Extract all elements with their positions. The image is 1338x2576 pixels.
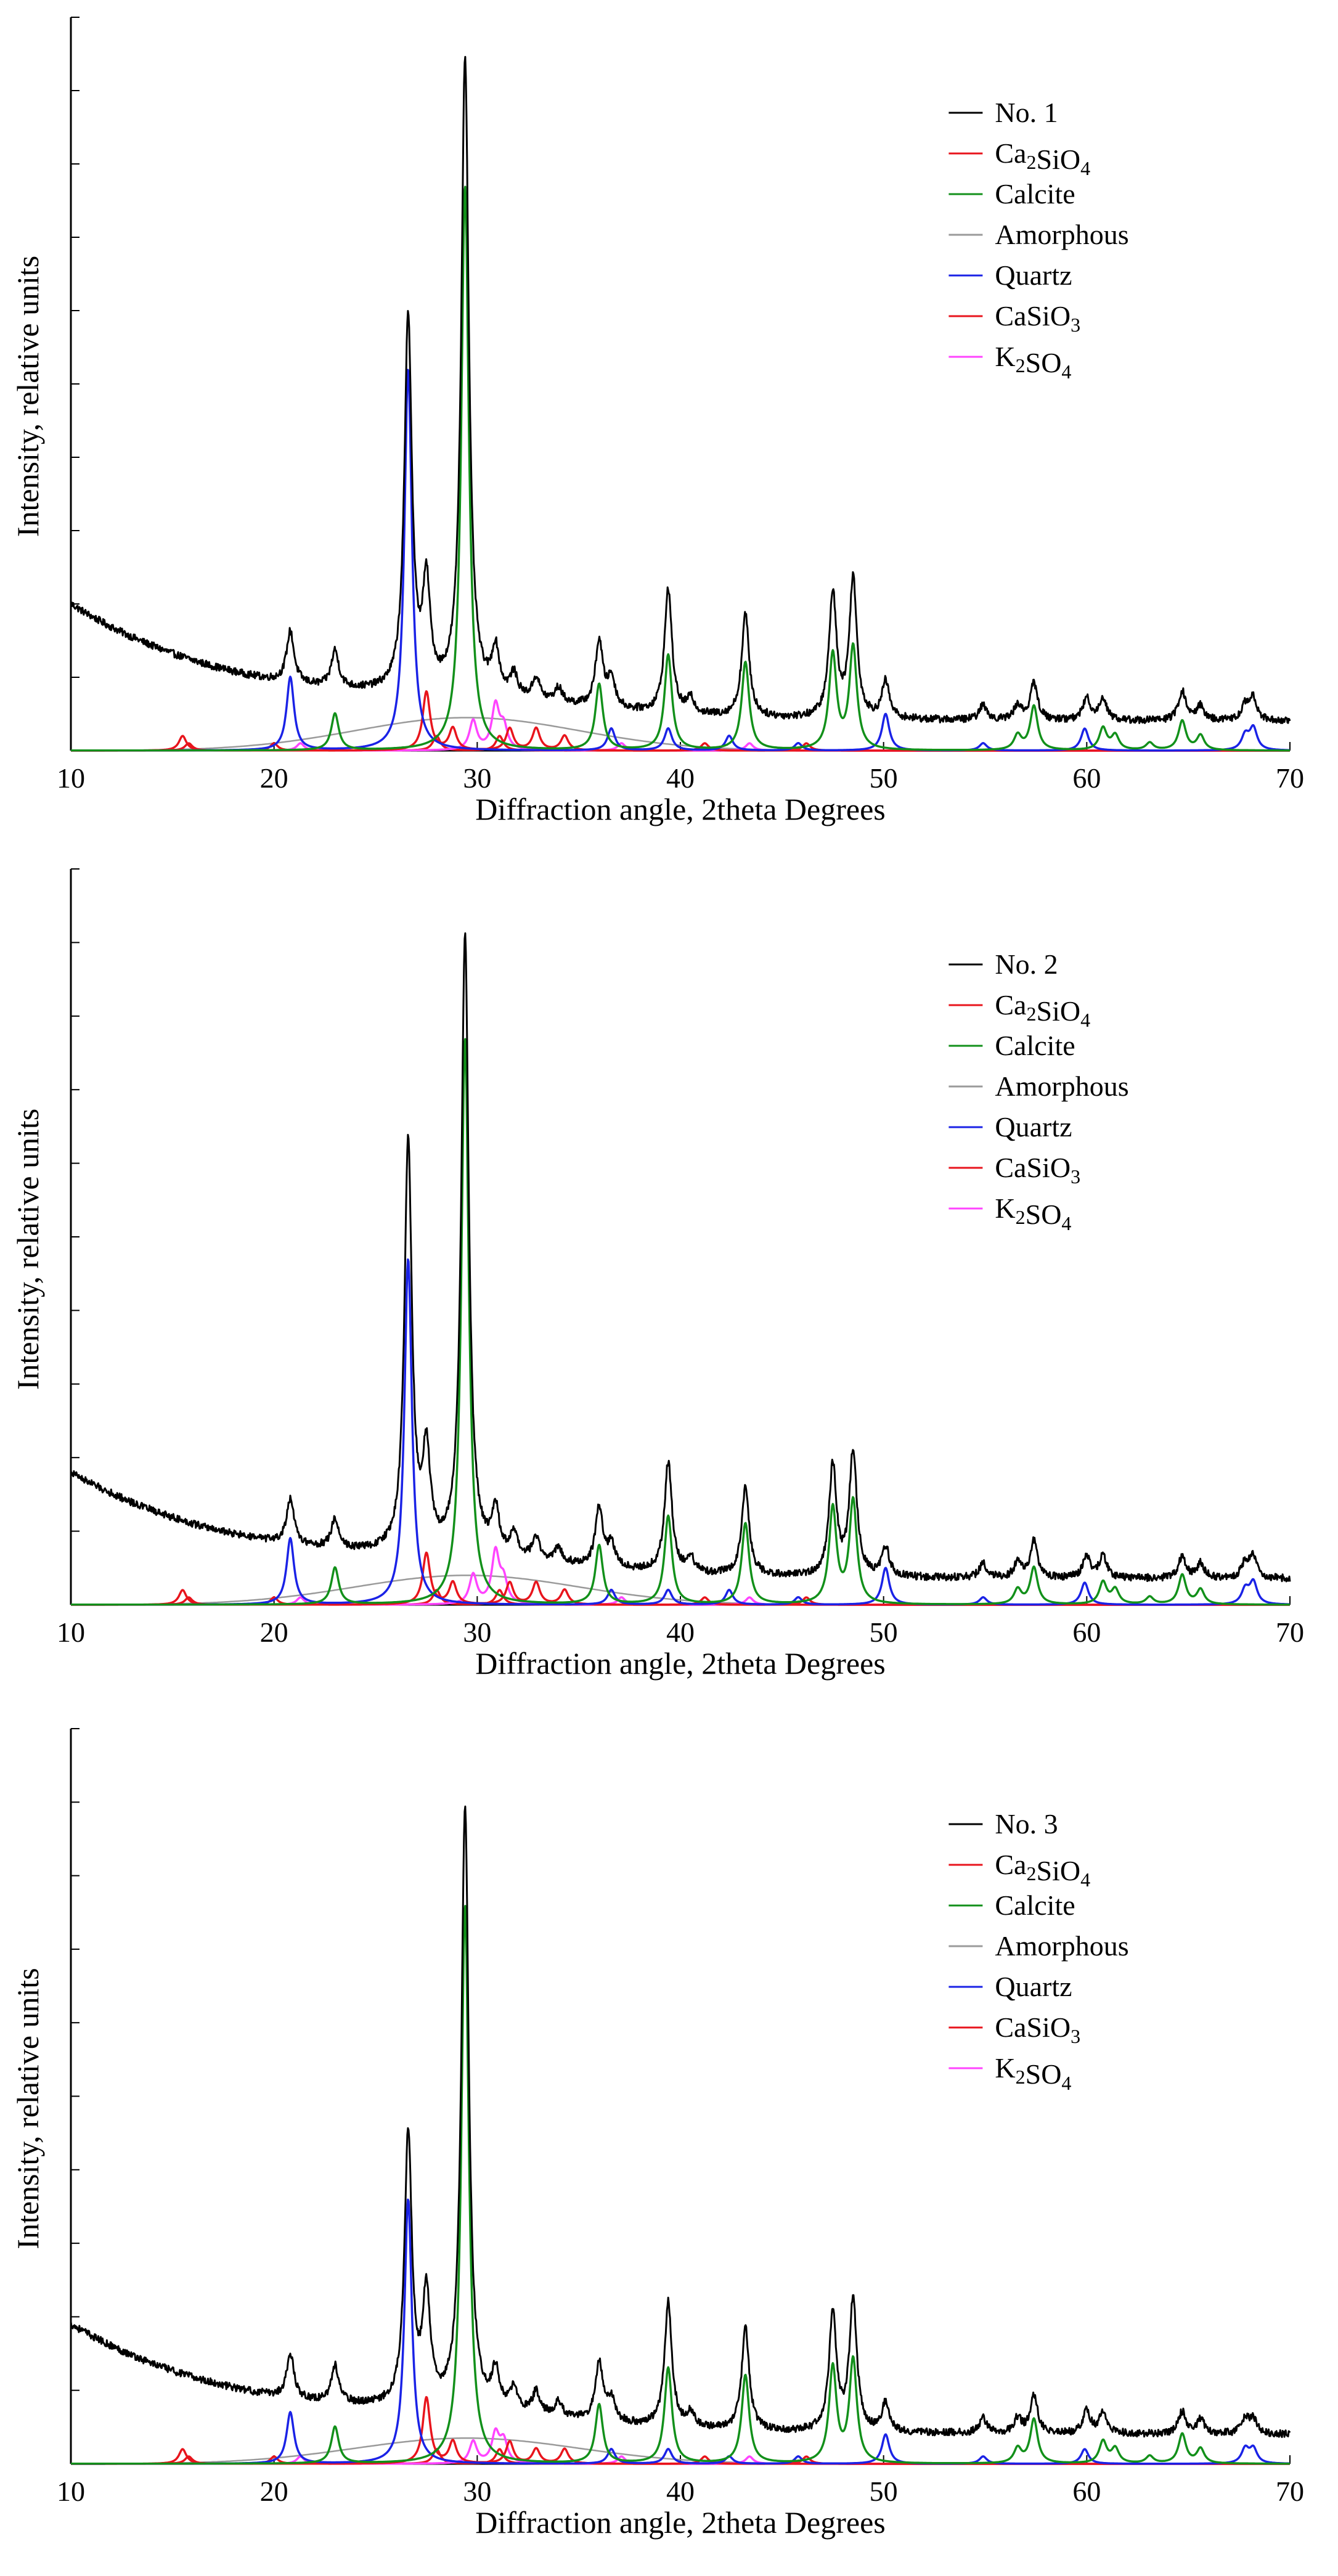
x-tick-label: 10 [57,1616,85,1648]
legend-label-casio3: CaSiO3 [995,2011,1080,2047]
legend-label-casio3: CaSiO3 [995,1152,1080,1188]
series-quartz [70,369,1291,752]
x-tick-label: 20 [260,762,288,794]
x-tick-label: 10 [57,2476,85,2507]
series-sample-no-1 [70,55,1291,724]
x-tick-label: 50 [870,2476,898,2507]
x-tick-label: 40 [666,762,695,794]
series-calcite [70,1905,1291,2465]
x-tick-label: 40 [666,1616,695,1648]
legend-label-k2so4: K2SO4 [995,2052,1071,2094]
xrd-panel-1: 10 20 30 40 50 60 70 Diffraction angle, 2theta … [10,17,1304,826]
legend-label-ca2sio4: Ca2SiO4 [995,989,1090,1031]
x-axis-title: Diffraction angle, 2theta Degrees [475,1646,885,1681]
series-sample-no-3 [70,1805,1291,2439]
legend-label-amorphous: Amorphous [995,1070,1128,1102]
x-tick-label: 30 [463,762,491,794]
legend-label-calcite: Calcite [995,1889,1075,1921]
y-axis-title: Intensity, relative units [10,1109,45,1390]
legend-label-quartz: Quartz [995,1971,1072,2002]
xrd-panel-2: 10 20 30 40 50 60 70 Diffraction angle, 2theta … [10,868,1304,1681]
legend-label-casio3: CaSiO3 [995,300,1080,336]
x-tick-label: 60 [1072,1616,1101,1648]
x-tick-label: 60 [1072,2476,1101,2507]
legend-label-quartz: Quartz [995,259,1072,291]
series-amorphous [111,717,1288,752]
x-tick-label: 70 [1276,1616,1304,1648]
x-tick-label: 20 [260,1616,288,1648]
x-tick-label: 10 [57,762,85,794]
xrd-panel-3: 10 20 30 40 50 60 70 Diffraction angle, 2theta … [10,1728,1304,2540]
y-axis-title: Intensity, relative units [10,1968,45,2249]
x-tick-label: 30 [463,2476,491,2507]
legend-label-no-3: No. 3 [995,1808,1058,1840]
legend-label-amorphous: Amorphous [995,219,1128,250]
x-tick-label: 60 [1072,762,1101,794]
legend-label-quartz: Quartz [995,1111,1072,1143]
x-tick-label: 30 [463,1616,491,1648]
series-ca2sio4 [70,690,1291,752]
x-tick-label: 40 [666,2476,695,2507]
x-axis-title: Diffraction angle, 2theta Degrees [475,2505,885,2540]
x-axis-title: Diffraction angle, 2theta Degrees [475,792,885,826]
legend-label-k2so4: K2SO4 [995,341,1071,383]
x-tick-label: 50 [870,762,898,794]
x-tick-label: 70 [1276,2476,1304,2507]
series-calcite [70,1038,1291,1606]
legend-label-k2so4: K2SO4 [995,1192,1071,1234]
x-tick-label: 20 [260,2476,288,2507]
series-quartz [70,2198,1291,2465]
legend-label-calcite: Calcite [995,178,1075,210]
x-tick-label: 50 [870,1616,898,1648]
y-axis-title: Intensity, relative units [10,256,45,537]
legend-label-calcite: Calcite [995,1030,1075,1061]
legend-label-ca2sio4: Ca2SiO4 [995,1849,1090,1891]
legend-label-no-2: No. 2 [995,948,1058,980]
legend-label-no-1: No. 1 [995,97,1058,128]
series-quartz [70,1258,1291,1606]
legend-label-amorphous: Amorphous [995,1930,1128,1962]
series-ca2sio4 [70,2395,1291,2465]
series-calcite [70,185,1291,752]
x-tick-label: 70 [1276,762,1304,794]
legend-label-ca2sio4: Ca2SiO4 [995,137,1090,179]
series-sample-no-2 [70,932,1291,1583]
